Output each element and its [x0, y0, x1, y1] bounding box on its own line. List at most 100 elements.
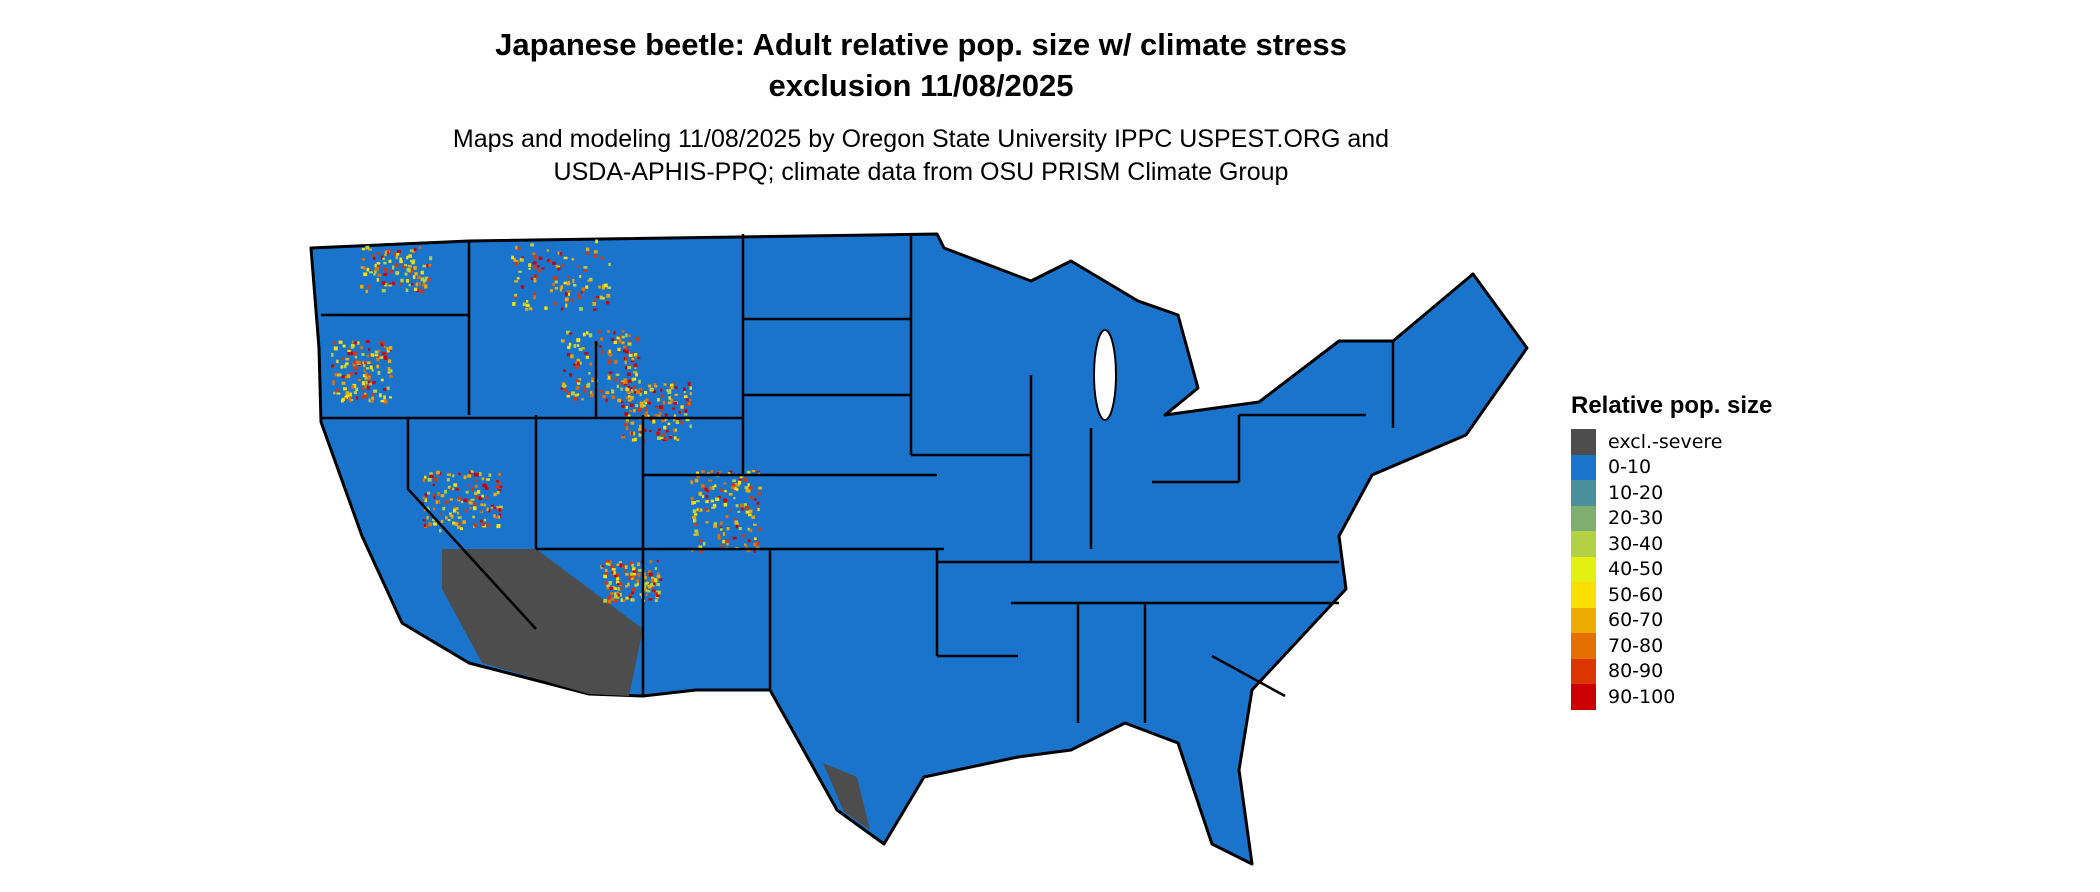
speckle — [566, 394, 571, 398]
speckle — [729, 470, 733, 473]
speckle — [625, 396, 630, 400]
speckle — [364, 384, 367, 389]
speckle — [449, 512, 452, 515]
speckle — [446, 478, 450, 482]
speckle — [632, 572, 637, 576]
speckle — [360, 266, 365, 269]
speckle — [673, 402, 677, 405]
speckle — [725, 515, 729, 519]
speckle — [623, 379, 628, 383]
legend-title: Relative pop. size — [1571, 392, 1773, 419]
speckle — [577, 361, 581, 366]
speckle — [386, 386, 390, 390]
speckle — [607, 595, 612, 600]
speckle — [660, 408, 664, 411]
speckle — [590, 377, 595, 381]
speckle — [383, 395, 386, 400]
speckle — [611, 395, 615, 399]
speckle — [622, 330, 625, 333]
speckle — [757, 507, 760, 511]
speckle — [517, 247, 521, 250]
speckle — [672, 428, 676, 431]
speckle — [655, 406, 659, 409]
speckle — [569, 373, 573, 377]
speckle — [426, 508, 430, 511]
speckle — [572, 279, 575, 283]
speckle — [573, 283, 577, 287]
speckle — [620, 598, 623, 603]
speckle — [648, 598, 653, 601]
speckle — [449, 514, 453, 517]
speckle — [656, 431, 660, 436]
speckle — [370, 353, 374, 357]
speckle — [657, 398, 660, 402]
speckle — [708, 479, 713, 482]
speckle — [336, 392, 341, 395]
speckle — [352, 351, 357, 355]
speckle — [573, 344, 577, 348]
speckle — [657, 436, 661, 440]
speckle — [623, 569, 626, 573]
legend-swatch — [1571, 429, 1596, 455]
speckle — [331, 352, 334, 357]
speckle — [635, 337, 640, 341]
speckle — [629, 561, 634, 566]
speckle — [486, 523, 491, 527]
speckle — [485, 496, 489, 500]
speckle — [362, 374, 367, 378]
speckle — [393, 252, 396, 256]
speckle — [738, 478, 742, 481]
speckle — [361, 381, 365, 386]
speckle — [648, 570, 651, 573]
speckle — [696, 508, 699, 512]
speckle — [621, 341, 625, 345]
speckle — [748, 513, 752, 517]
legend-swatch — [1571, 556, 1596, 582]
speckle — [514, 293, 518, 297]
speckle — [564, 292, 568, 297]
speckle — [397, 249, 401, 254]
speckle — [568, 342, 572, 347]
speckle — [585, 355, 589, 359]
speckle — [480, 503, 484, 506]
speckle — [624, 423, 627, 426]
speckle — [689, 392, 692, 396]
speckle — [633, 409, 636, 413]
speckle — [411, 260, 415, 265]
speckle — [609, 560, 612, 564]
speckle — [533, 277, 537, 282]
speckle — [379, 393, 382, 398]
speckle — [427, 477, 432, 482]
speckle — [366, 361, 371, 364]
speckle — [340, 365, 344, 369]
speckle — [394, 263, 399, 268]
speckle — [496, 480, 499, 483]
speckle — [744, 543, 747, 546]
speckle — [446, 473, 451, 476]
speckle — [360, 284, 364, 289]
legend-item: 60-70 — [1571, 607, 1772, 633]
speckle — [372, 392, 375, 397]
speckle — [667, 390, 672, 395]
speckle — [749, 485, 753, 490]
speckle — [720, 545, 723, 548]
speckle — [374, 263, 377, 268]
speckle — [458, 497, 463, 502]
speckle — [518, 270, 522, 273]
speckle — [747, 483, 750, 487]
speckle — [366, 267, 370, 272]
speckle — [356, 396, 359, 400]
speckle — [610, 597, 615, 601]
speckle — [467, 484, 471, 487]
speckle — [363, 369, 366, 372]
speckle — [496, 481, 501, 485]
speckle — [550, 289, 553, 293]
speckle — [473, 523, 477, 527]
speckle — [453, 508, 457, 513]
speckle — [746, 470, 751, 474]
speckle — [382, 341, 385, 346]
speckle — [668, 396, 671, 400]
speckle — [433, 495, 436, 499]
speckle — [631, 438, 635, 442]
speckle — [654, 599, 658, 603]
